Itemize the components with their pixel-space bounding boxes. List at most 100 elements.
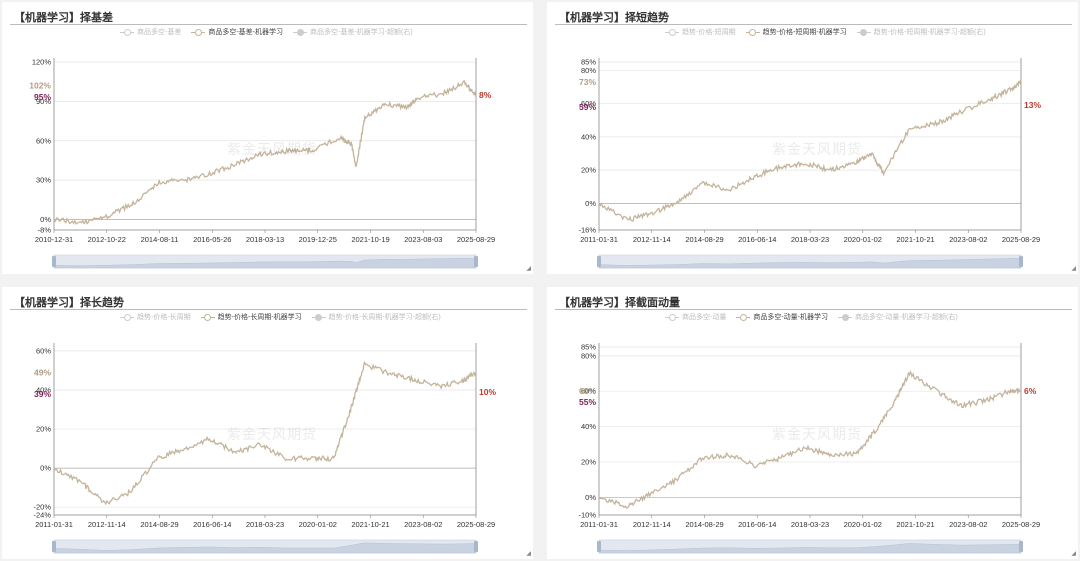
left-value-label: 73% bbox=[579, 77, 596, 87]
x-tick-label: 2025-08-29 bbox=[457, 235, 495, 244]
resize-corner-icon[interactable]: ◢ bbox=[1071, 266, 1076, 272]
legend-item-base[interactable]: 商品多空-基差 bbox=[120, 27, 181, 37]
y-tick-label: 40% bbox=[36, 385, 51, 394]
legend-item-excess[interactable]: 商品多空-基差-机器学习-超额(右) bbox=[293, 27, 413, 37]
y-tick-label: 20% bbox=[581, 457, 596, 466]
x-tick-label: 2020-01-02 bbox=[844, 235, 882, 244]
x-tick-label: 2021-10-21 bbox=[896, 520, 934, 529]
zoom-handle-right bbox=[1019, 256, 1023, 267]
chart-panel-long-trend: 【机器学习】择长趋势 趋势-价格-长周期 趋势-价格-长周期-机器学习 趋势-价… bbox=[2, 287, 533, 559]
legend-item-ml[interactable]: 趋势-价格-长周期-机器学习 bbox=[200, 312, 302, 322]
zoom-handle-left bbox=[52, 541, 56, 552]
x-tick-label: 2014-08-29 bbox=[685, 235, 723, 244]
y-tick-label: 85% bbox=[581, 58, 596, 67]
y-tick-label: 0% bbox=[40, 464, 51, 473]
y-tick-label: 0% bbox=[585, 199, 596, 208]
y-tick-label: 90% bbox=[36, 97, 51, 106]
x-tick-label: 2020-01-02 bbox=[299, 520, 337, 529]
panel-title: 【机器学习】择基差 bbox=[14, 12, 113, 24]
x-tick-label: 2014-08-29 bbox=[685, 520, 723, 529]
line-chart: -8% 0% 30% 60% 90% 120% 2010-12-31 2012-10-22 20… bbox=[29, 58, 495, 269]
x-tick-label: 2019-12-25 bbox=[299, 235, 337, 244]
x-tick-label: 2011-01-31 bbox=[35, 520, 73, 529]
x-tick-label: 2021-10-21 bbox=[896, 235, 934, 244]
x-tick-label: 2016-06-14 bbox=[193, 520, 231, 529]
title-divider bbox=[555, 309, 1072, 310]
legend: 商品多空-动量 商品多空-动量-机器学习 商品多空-动量-机器学习-超额(右) bbox=[665, 312, 1068, 322]
line-chart: -24%-20% 0% 20% 40% 60% 2011-01-31 2012-11-14 2… bbox=[33, 343, 496, 554]
legend-label: 趋势-价格-长周期 bbox=[137, 314, 191, 321]
resize-corner-icon[interactable]: ◢ bbox=[526, 551, 531, 557]
legend-item-ml[interactable]: 商品多空-基差-机器学习 bbox=[191, 27, 283, 37]
legend-label: 商品多空-动量-机器学习 bbox=[753, 314, 829, 321]
x-tick-label: 2012-11-14 bbox=[633, 235, 671, 244]
x-tick-label: 2016-06-14 bbox=[738, 235, 776, 244]
zoom-handle-left bbox=[597, 541, 601, 552]
legend-label: 趋势-价格-长周期-机器学习-超额(右) bbox=[328, 314, 441, 321]
title-divider bbox=[10, 24, 527, 25]
x-tick-label: 2021-10-19 bbox=[351, 235, 389, 244]
legend-label: 趋势-价格-长周期-机器学习 bbox=[217, 314, 302, 321]
line-chart: -10% 0% 20% 40% 60% 80%85% 2011-01-31 2012-11-1… bbox=[578, 343, 1040, 554]
x-tick-label: 2012-11-14 bbox=[633, 520, 671, 529]
y-tick-label: 40% bbox=[581, 422, 596, 431]
legend-item-excess[interactable]: 趋势-价格-短周期-机器学习-超额(右) bbox=[856, 27, 986, 37]
left-value-label: 102% bbox=[29, 81, 51, 91]
chart-panel-cross-momentum: 【机器学习】择截面动量 商品多空-动量 商品多空-动量-机器学习 商品多空-动量… bbox=[547, 287, 1078, 559]
legend-line-icon bbox=[745, 28, 760, 36]
x-tick-label: 2023-08-03 bbox=[404, 235, 442, 244]
legend-item-ml[interactable]: 趋势-价格-短周期-机器学习 bbox=[745, 27, 847, 37]
legend-item-base[interactable]: 商品多空-动量 bbox=[665, 312, 726, 322]
y-tick-label: 60% bbox=[581, 99, 596, 108]
series-line bbox=[53, 360, 477, 506]
title-divider bbox=[10, 309, 527, 310]
y-tick-label: 80% bbox=[581, 66, 596, 75]
series-line bbox=[598, 370, 1022, 509]
panel-title: 【机器学习】择短趋势 bbox=[559, 12, 669, 24]
y-tick-label: -20% bbox=[33, 503, 51, 512]
x-tick-label: 2012-10-22 bbox=[88, 235, 126, 244]
zoom-slider-preview bbox=[598, 543, 1022, 554]
x-tick-label: 2014-08-11 bbox=[141, 235, 179, 244]
resize-corner-icon[interactable]: ◢ bbox=[1071, 551, 1076, 557]
x-tick-label: 2025-08-29 bbox=[457, 520, 495, 529]
zoom-slider-preview bbox=[53, 542, 477, 554]
y-tick-label: 120% bbox=[32, 58, 52, 67]
legend-item-excess[interactable]: 商品多空-动量-机器学习-超额(右) bbox=[838, 312, 958, 322]
line-chart: -16% 0% 20% 40% 60% 80%85% 2011-01-31 2012-11-1… bbox=[578, 58, 1041, 269]
panel-title: 【机器学习】择长趋势 bbox=[14, 297, 124, 309]
legend-label: 趋势-价格-短周期 bbox=[682, 29, 736, 36]
y-tick-label: 60% bbox=[36, 136, 51, 145]
y-tick-label: 0% bbox=[40, 215, 51, 224]
legend-item-base[interactable]: 趋势-价格-长周期 bbox=[120, 312, 191, 322]
legend-item-ml[interactable]: 商品多空-动量-机器学习 bbox=[736, 312, 828, 322]
x-tick-label: 2023-08-02 bbox=[949, 520, 987, 529]
left-mid-value-label: 39% bbox=[34, 389, 51, 399]
y-tick-label: -8% bbox=[38, 226, 52, 235]
x-tick-label: 2025-08-29 bbox=[1002, 235, 1040, 244]
watermark: 紫金天风期货 bbox=[227, 141, 317, 157]
legend-label: 商品多空-基差 bbox=[137, 29, 182, 36]
legend-item-excess[interactable]: 趋势-价格-长周期-机器学习-超额(右) bbox=[311, 312, 441, 322]
watermark: 紫金天风期货 bbox=[772, 426, 862, 442]
legend-label: 趋势-价格-短周期-机器学习 bbox=[762, 29, 847, 36]
legend-label: 商品多空-动量-机器学习-超额(右) bbox=[855, 314, 958, 321]
y-tick-label: 60% bbox=[36, 346, 51, 355]
legend: 趋势-价格-短周期 趋势-价格-短周期-机器学习 趋势-价格-短周期-机器学习-… bbox=[665, 27, 1068, 37]
resize-corner-icon[interactable]: ◢ bbox=[526, 266, 531, 272]
chart-panel-basis: 【机器学习】择基差 商品多空-基差 商品多空-基差-机器学习 商品多空-基差-机… bbox=[2, 2, 533, 274]
legend-line-icon bbox=[191, 28, 206, 36]
x-tick-label: 2011-01-31 bbox=[580, 520, 618, 529]
legend-label: 商品多空-基差-机器学习-超额(右) bbox=[310, 29, 413, 36]
legend-line-icon bbox=[120, 28, 134, 36]
zoom-slider-preview bbox=[598, 257, 1022, 269]
zoom-handle-right bbox=[1019, 541, 1023, 552]
x-tick-label: 2012-11-14 bbox=[88, 520, 126, 529]
x-tick-label: 2010-12-31 bbox=[35, 235, 73, 244]
x-tick-label: 2014-08-29 bbox=[140, 520, 178, 529]
legend-item-base[interactable]: 趋势-价格-短周期 bbox=[665, 27, 736, 37]
x-tick-label: 2023-08-02 bbox=[404, 520, 442, 529]
zoom-handle-right bbox=[474, 541, 478, 552]
y-tick-label: 20% bbox=[581, 166, 596, 175]
legend: 趋势-价格-长周期 趋势-价格-长周期-机器学习 趋势-价格-长周期-机器学习-… bbox=[120, 312, 523, 322]
